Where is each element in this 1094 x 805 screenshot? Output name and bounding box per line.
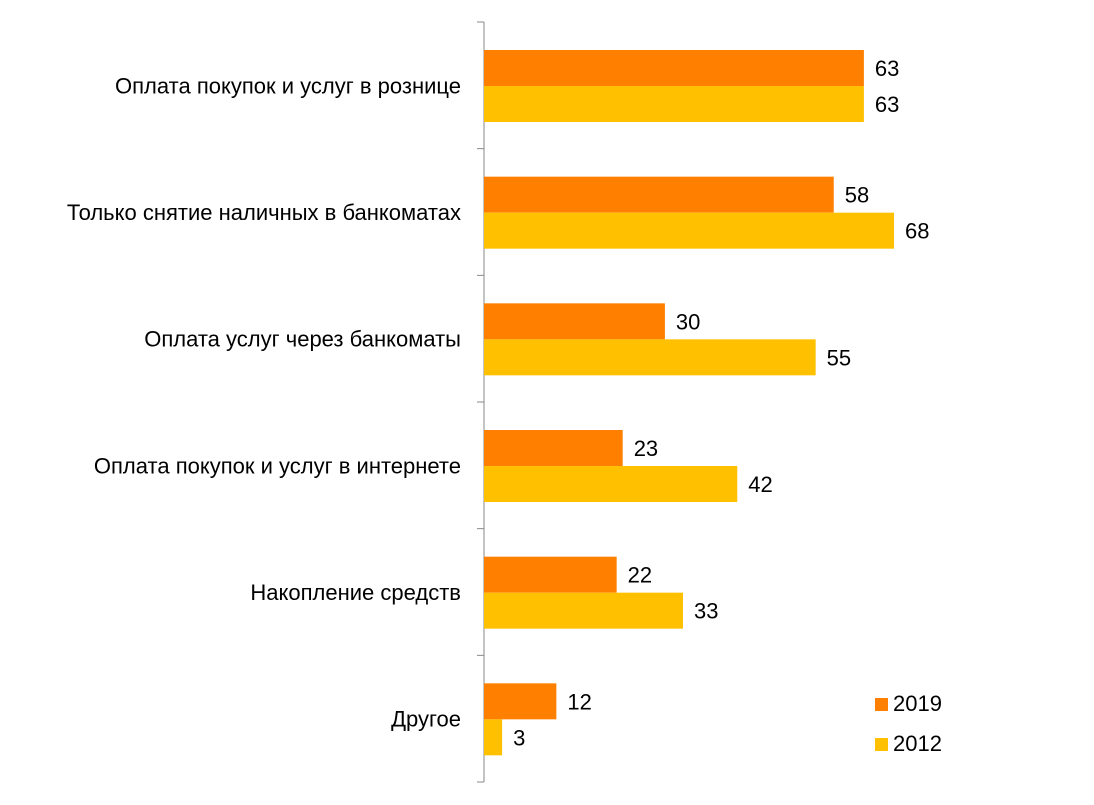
data-label: 63 (875, 56, 899, 81)
bar-2012 (484, 592, 683, 629)
category-label: Оплата услуг через банкоматы (144, 327, 461, 352)
category-label: Накопление средств (250, 580, 461, 605)
category-label: Только снятие наличных в банкоматах (67, 200, 461, 225)
category-label: Другое (391, 707, 461, 732)
data-label: 63 (875, 92, 899, 117)
bar-2012 (484, 86, 864, 122)
data-label: 30 (676, 309, 700, 334)
data-label: 55 (827, 345, 851, 370)
data-label: 12 (567, 689, 591, 714)
bar-2019 (484, 683, 557, 720)
bar-2019 (484, 176, 834, 213)
bar-2019 (484, 50, 864, 86)
bar-2019 (484, 303, 665, 340)
bar-2019 (484, 430, 623, 466)
data-label: 23 (634, 436, 658, 461)
legend-label: 2019 (893, 691, 942, 716)
data-label: 68 (905, 219, 929, 244)
bar-2012 (484, 719, 503, 756)
bar-2019 (484, 556, 617, 593)
category-label: Оплата покупок и услуг в интернете (94, 453, 461, 478)
data-label: 58 (845, 183, 869, 208)
legend-label: 2012 (893, 731, 942, 756)
legend-swatch (875, 738, 888, 751)
bar-2012 (484, 212, 895, 249)
data-label: 3 (513, 725, 525, 750)
category-label: Оплата покупок и услуг в рознице (115, 73, 461, 98)
legend-swatch (875, 698, 888, 711)
bar-2012 (484, 466, 738, 502)
bar-2012 (484, 339, 816, 376)
data-label: 33 (694, 599, 718, 624)
data-label: 22 (628, 563, 652, 588)
data-label: 42 (748, 472, 772, 497)
